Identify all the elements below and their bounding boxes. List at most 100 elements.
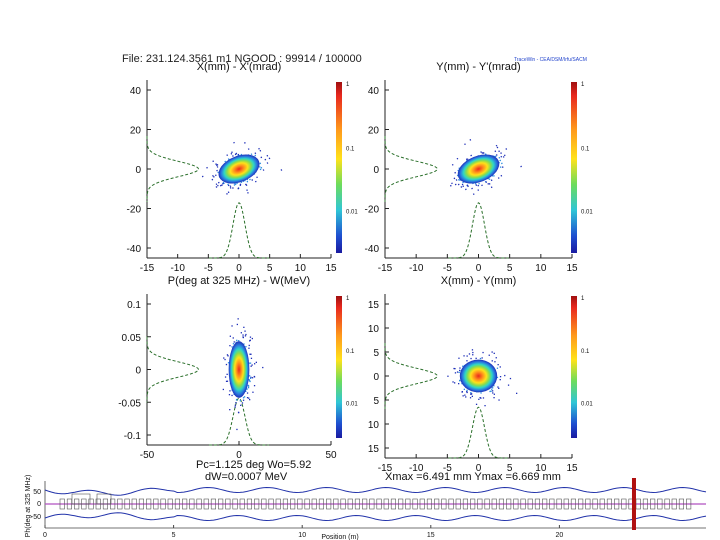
beam-particle [268,157,271,160]
beam-particle [235,341,237,343]
beam-particle [500,152,502,154]
lattice-element [297,498,303,510]
x-tick-label-xx: -5 [204,263,213,274]
x-tick-label-yy: -10 [409,263,424,274]
xy-footer-line: Xmax =6.491 mm Ymax =6.669 mm [385,471,561,483]
position-marker [631,478,636,530]
lattice-element [369,498,375,510]
beam-particle [478,398,480,400]
lattice-element [563,498,569,510]
lattice-element [599,498,605,510]
lattice-element [268,498,274,510]
beam-particle [491,351,493,353]
beam-particle [249,336,252,338]
beam-particle [447,375,449,377]
strip-x-tick-label: 10 [298,532,306,539]
beam-particle [237,318,239,320]
beam-particle [255,361,257,363]
lattice-element [477,498,483,510]
beam-particle [477,184,480,187]
strip-y-label: Ph(deg at 325 MHz) [25,475,32,538]
beam-particle [459,379,461,382]
colorbar-yy [571,82,577,253]
x-tick-label-yy: 0 [476,263,482,274]
beam-particle [235,152,238,155]
beam-particle [256,176,258,179]
beam-particle [250,376,252,378]
beam-particle [246,388,248,390]
beam-particle [280,169,283,171]
beam-particle [466,360,468,362]
beam-particle [216,163,219,166]
x-tick-label-xx: 15 [325,263,337,274]
x-tick-label-yy: -5 [443,263,452,274]
lattice-element [261,498,267,510]
beam-particle [229,335,231,337]
beam-particle [471,393,473,395]
beam-particle [253,385,256,387]
lattice-element [498,498,505,510]
beam-particle [470,154,473,157]
lattice-element [621,498,627,510]
beam-particle [251,337,253,340]
beam-particle [227,184,230,187]
beam-particle [462,365,464,367]
x-projection-profile-yy [384,136,438,202]
beam-particle [228,394,231,396]
x-tick-label-xy: -5 [443,463,452,474]
beam-particle [223,357,225,359]
beam-particle [497,177,500,179]
beam-particle [258,147,260,150]
lattice-element [340,498,346,510]
colorbar-label-yy: 0.01 [581,210,593,216]
beam-particle [217,181,220,184]
beam-particle [472,354,474,356]
lattice-element [455,498,461,510]
beam-particle [469,397,472,399]
beam-particle [247,148,250,150]
y-tick-label-xy: 10 [368,324,380,335]
beam-particle [245,184,248,186]
y-projection-profile-pw [209,397,269,446]
beam-particle [242,399,245,401]
beam-particle [480,392,482,394]
y-tick-label-xy: 15 [368,300,380,311]
beam-particle [457,178,460,181]
colorbar-pw [336,296,342,438]
y-tick-label-xx: 0 [135,165,141,176]
beam-particle [465,396,467,398]
beam-particle [254,154,257,157]
lattice-element [189,498,195,510]
beam-particle [248,347,250,349]
beam-particle [478,182,480,185]
beam-particle [490,186,493,189]
lattice-element [66,498,72,510]
y-tick-label-yy: -20 [365,205,380,216]
beam-particle [242,397,245,399]
lattice-element [671,498,677,510]
x-tick-label-xy: 10 [535,463,547,474]
beam-particle [239,400,241,402]
beam-particle [462,395,464,397]
lattice-element [520,498,526,510]
beam-particle [229,390,231,392]
beam-particle [461,183,464,186]
colorbar-label-yy: 1 [581,82,585,88]
beam-particle [231,325,233,327]
beam-particle [230,152,233,155]
beam-particle [479,357,482,360]
beam-particle [234,404,236,406]
beam-particle [493,385,495,387]
beam-core-xy [459,359,498,393]
lattice-element [124,498,130,510]
beam-particle [482,351,484,354]
beam-particle [470,392,472,394]
beam-particle [499,379,501,381]
lattice-element [484,498,490,510]
beam-particle [222,388,224,391]
beam-particle [500,155,503,158]
beam-particle [498,399,500,401]
colorbar-label-xy: 1 [581,296,585,302]
x-tick-label-yy: 15 [566,263,578,274]
beam-particle [201,175,204,178]
